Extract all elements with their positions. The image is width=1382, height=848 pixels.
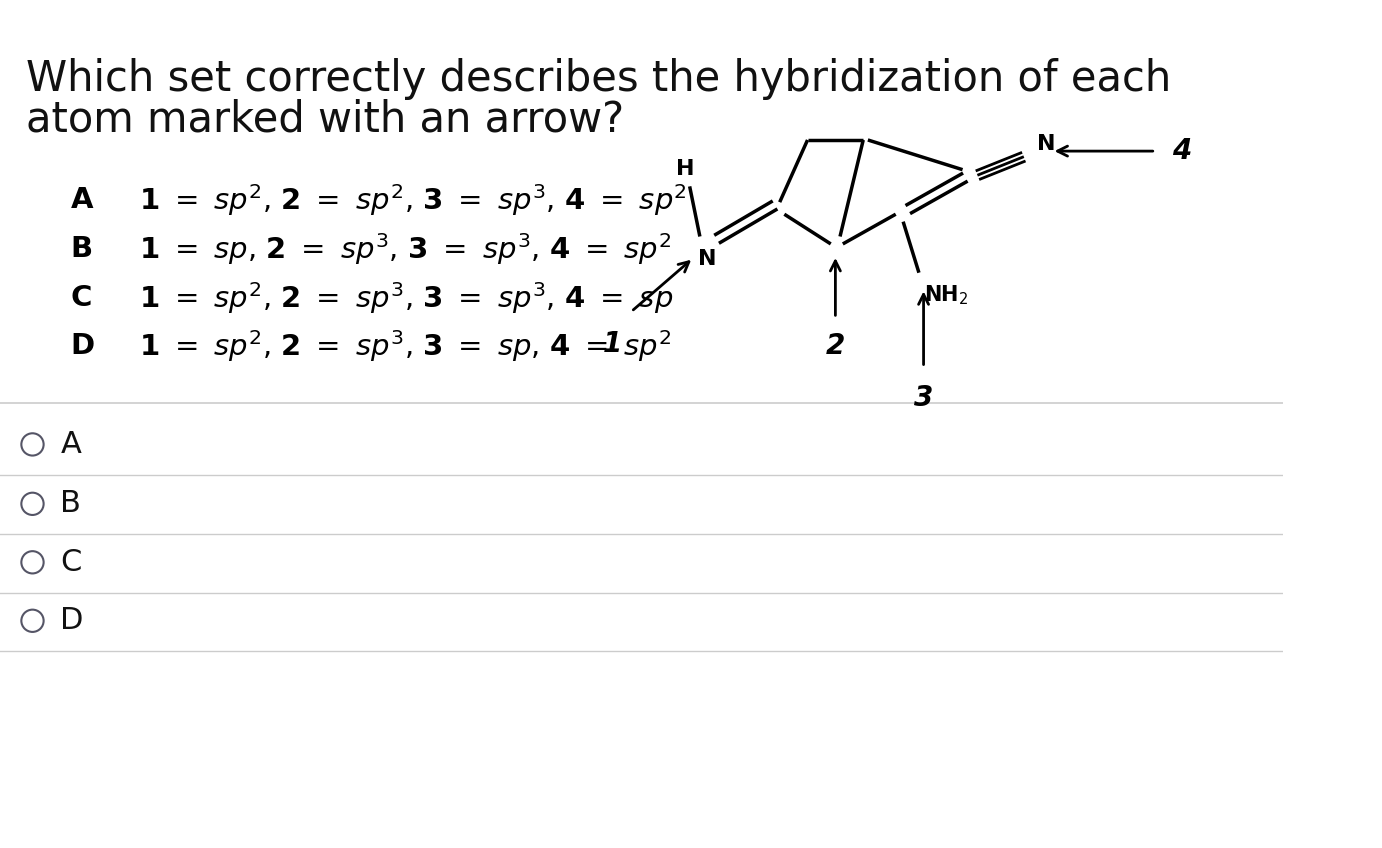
Text: D: D	[61, 606, 84, 635]
Text: N: N	[698, 248, 716, 269]
Text: $\bf{1}$ $=$ $\mathit{sp}^{2}$, $\bf{2}$ $=$ $\mathit{sp}^{2}$, $\bf{3}$ $=$ $\m: $\bf{1}$ $=$ $\mathit{sp}^{2}$, $\bf{2}$…	[140, 182, 687, 218]
Text: $\bf{C}$: $\bf{C}$	[69, 284, 91, 312]
Text: 2: 2	[826, 332, 844, 360]
Text: $\bf{1}$ $=$ $\mathit{sp}^{2}$, $\bf{2}$ $=$ $\mathit{sp}^{3}$, $\bf{3}$ $=$ $\m: $\bf{1}$ $=$ $\mathit{sp}^{2}$, $\bf{2}$…	[140, 280, 673, 315]
Text: H: H	[676, 159, 694, 179]
Text: C: C	[61, 548, 82, 577]
Text: 1: 1	[603, 330, 622, 358]
Text: atom marked with an arrow?: atom marked with an arrow?	[26, 98, 625, 140]
Text: $\bf{A}$: $\bf{A}$	[69, 187, 94, 215]
Text: NH$_2$: NH$_2$	[923, 284, 969, 308]
Text: 3: 3	[914, 384, 933, 412]
Text: A: A	[61, 430, 82, 459]
Text: B: B	[61, 489, 82, 518]
Text: 4: 4	[1172, 137, 1191, 165]
Text: $\bf{D}$: $\bf{D}$	[69, 332, 94, 360]
Text: $\bf{B}$: $\bf{B}$	[69, 235, 91, 263]
Text: $\bf{1}$ $=$ $\mathit{sp}^{2}$, $\bf{2}$ $=$ $\mathit{sp}^{3}$, $\bf{3}$ $=$ $\m: $\bf{1}$ $=$ $\mathit{sp}^{2}$, $\bf{2}$…	[140, 328, 672, 364]
Text: $\bf{1}$ $=$ $\mathit{sp}$, $\bf{2}$ $=$ $\mathit{sp}^{3}$, $\bf{3}$ $=$ $\mathi: $\bf{1}$ $=$ $\mathit{sp}$, $\bf{2}$ $=$…	[140, 231, 672, 266]
Text: Which set correctly describes the hybridization of each: Which set correctly describes the hybrid…	[26, 59, 1171, 100]
Text: N: N	[1036, 134, 1056, 153]
